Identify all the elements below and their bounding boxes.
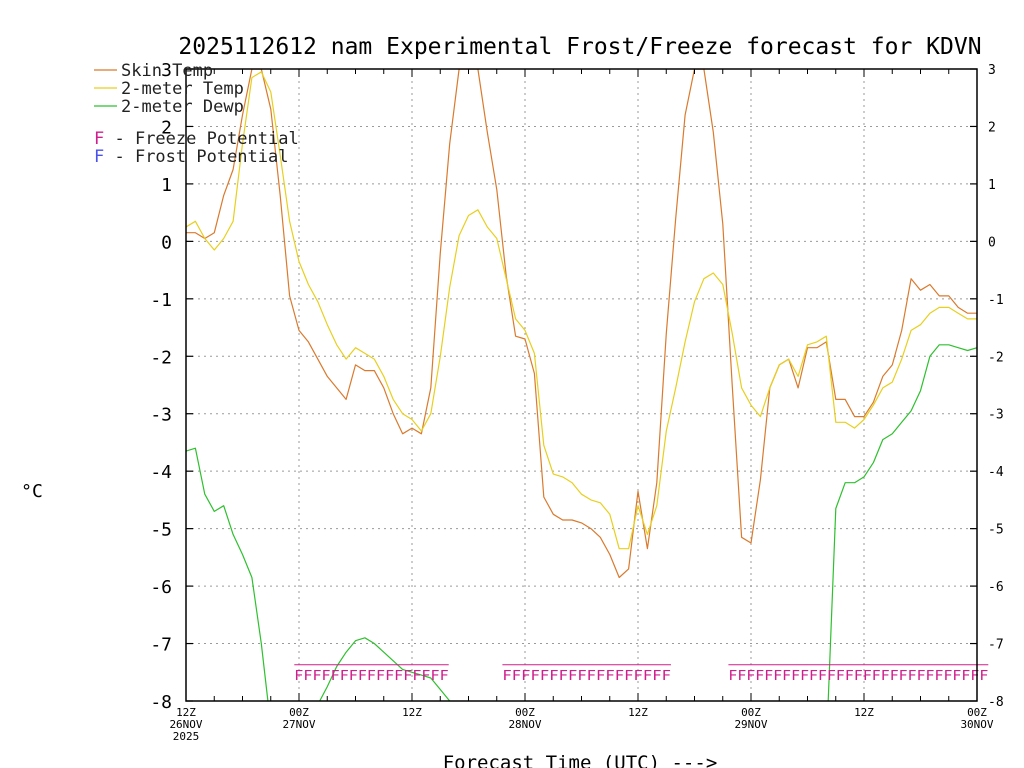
freeze-potential-text: - Freeze Potential [104,129,298,149]
x-axis-label: Forecast Time (UTC) ---> [443,752,718,768]
freeze-flag-row: FFFFFFFFFFFFFFFFF [294,669,449,684]
series-line-skin-temp [186,69,977,579]
y-tick-label-left: -4 [150,462,172,483]
x-tick-label: 2025 [173,730,200,743]
freeze-flag-row: FFFFFFFFFFFFFFFFFFFFFFFFFFFFF [728,669,988,684]
y-tick-label-left: -7 [150,635,172,656]
y-tick-label-right: 1 [988,178,996,193]
y-tick-label-left: -2 [150,347,172,368]
y-tick-label-left: -6 [150,577,172,598]
x-tick-label: 29NOV [734,718,767,731]
x-tick-label: 30NOV [960,718,993,731]
freeze-frost-flags: FFFFFFFFFFFFFFFFF FFFFFFFFFFFFFFFFFF FFFFF… [294,664,988,684]
y-tick-label-left: -3 [150,405,172,426]
y-tick-label-left: 2 [161,117,172,138]
x-tick-label: 00Z [289,706,309,719]
y-tick-label-right: -2 [988,350,1004,365]
frost-potential-annotation: F - Frost Potential [94,147,288,167]
y-tick-label-right: -8 [988,695,1004,710]
legend-label-skin-temp: Skin Temp [121,61,213,81]
x-tick-label: 00Z [515,706,535,719]
y-tick-label-left: 1 [161,175,172,196]
frost-potential-text: - Frost Potential [104,147,288,167]
y-tick-label-right: -1 [988,293,1004,308]
x-tick-label: 28NOV [508,718,541,731]
series-lines [186,69,977,701]
x-tick-label: 12Z [854,706,874,719]
y-tick-label-left: -1 [150,290,172,311]
y-axis-label: °C [21,481,43,502]
legend: Skin Temp 2-meter Temp 2-meter Dewp F - … [94,61,299,167]
axes: -8 -8 -7 -7 -6 -6 -5 -5 -4 -4 -3 -3 -2 -2 -1 -1 0 0 1 1 2 2 3 3… [150,60,1004,743]
x-tick-label: 00Z [741,706,761,719]
y-tick-label-right: 0 [988,235,996,250]
x-tick-label: 26NOV [169,718,202,731]
y-tick-label-left: -5 [150,520,172,541]
y-tick-label-right: 3 [988,63,996,78]
y-tick-label-right: -7 [988,638,1004,653]
freeze-flag-row: FFFFFFFFFFFFFFFFFF [502,669,671,684]
y-tick-label-right: -4 [988,465,1004,480]
y-tick-label-left: 0 [161,232,172,253]
legend-label-2m-dewp: 2-meter Dewp [121,97,244,117]
chart-title: 2025112612 nam Experimental Frost/Freeze… [178,34,981,60]
x-tick-label: 00Z [967,706,987,719]
y-tick-label-right: -3 [988,408,1004,423]
legend-label-2m-temp: 2-meter Temp [121,79,244,99]
x-tick-label: 12Z [402,706,422,719]
y-tick-label-right: 2 [988,120,996,135]
freeze-potential-annotation: F - Freeze Potential [94,129,299,149]
y-tick-label-right: -6 [988,580,1004,595]
y-tick-label-left: -8 [150,692,172,713]
x-tick-label: 12Z [176,706,196,719]
frost-potential-letter: F [94,147,104,167]
y-tick-label-left: 3 [161,60,172,81]
grid-lines [186,69,977,701]
series-line-2-meter-dewp [186,344,977,701]
x-tick-label: 27NOV [282,718,315,731]
y-tick-label-right: -5 [988,523,1004,538]
plot-frame [185,68,978,702]
series-line-2-meter-temp [186,71,977,550]
x-tick-label: 12Z [628,706,648,719]
freeze-potential-letter: F [94,129,104,149]
